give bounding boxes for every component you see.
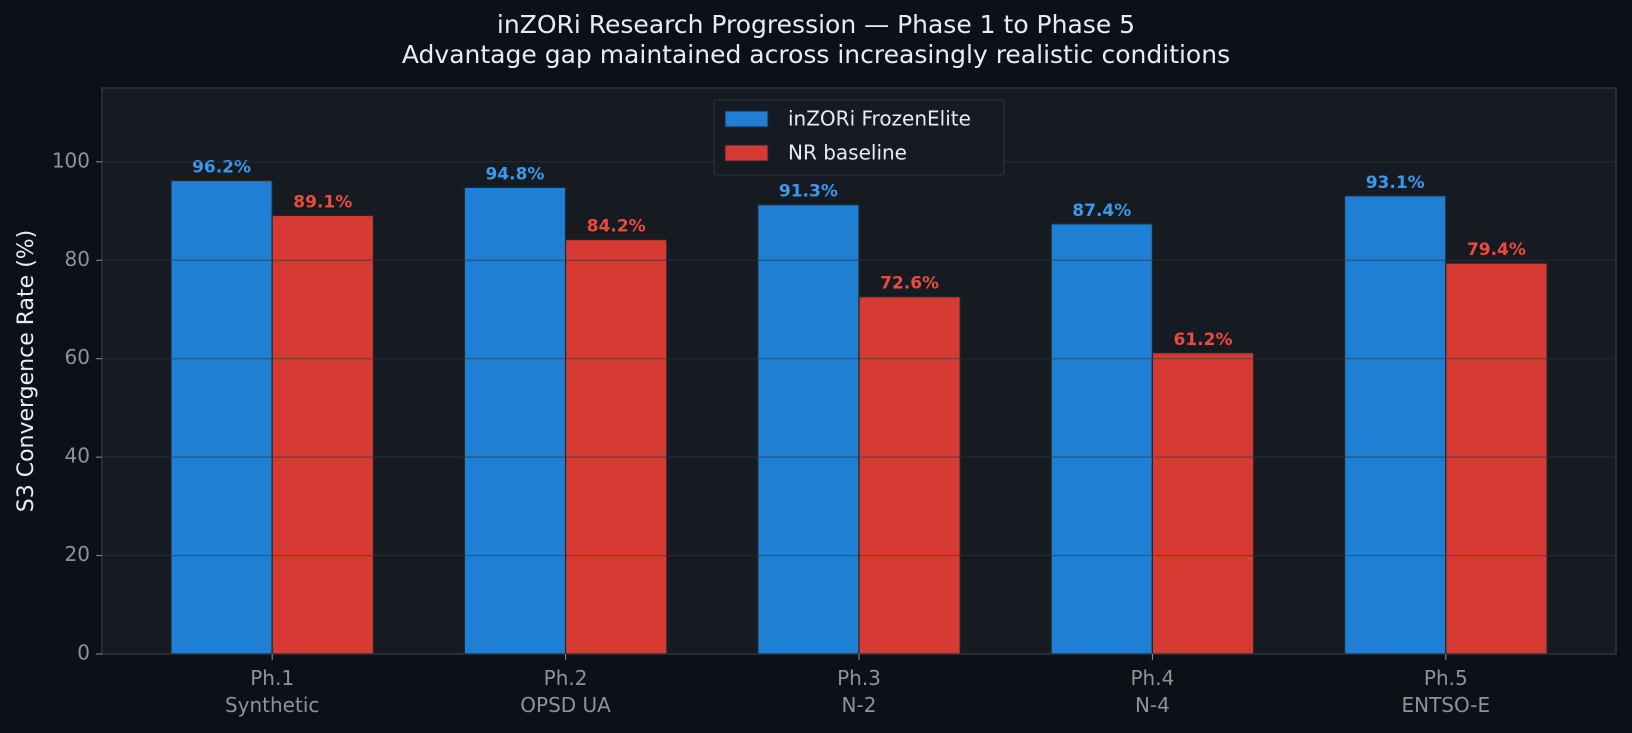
legend-swatch — [724, 110, 769, 128]
x-tick-label: Ph.1 Synthetic — [224, 666, 320, 717]
bar — [564, 238, 668, 655]
bar — [1445, 262, 1548, 655]
bar — [1343, 195, 1447, 655]
y-tick-label: 0 — [77, 641, 90, 665]
value-label: 72.6% — [880, 274, 939, 294]
legend-label: NR baseline — [788, 141, 907, 165]
value-label: 89.1% — [293, 192, 352, 212]
legend-swatch — [724, 144, 769, 162]
bar — [757, 204, 860, 655]
value-label: 94.8% — [485, 164, 544, 184]
y-tick-label: 40 — [65, 444, 90, 468]
chart-title: inZORi Research Progression — Phase 1 to… — [497, 10, 1135, 39]
y-axis-label: S3 Convergence Rate (%) — [14, 230, 39, 513]
x-tick-label: Ph.5 ENTSO-E — [1401, 666, 1491, 717]
y-tick-label: 80 — [65, 247, 90, 271]
legend — [713, 99, 1005, 176]
value-label: 91.3% — [779, 182, 838, 202]
bar — [1151, 352, 1255, 655]
value-label: 93.1% — [1366, 173, 1425, 193]
value-label: 84.2% — [587, 217, 646, 237]
chart-subtitle: Advantage gap maintained across increasi… — [402, 40, 1230, 69]
legend-label: inZORi FrozenElite — [788, 107, 971, 131]
value-label: 61.2% — [1174, 330, 1233, 350]
x-tick-label: Ph.4 N-4 — [1130, 666, 1175, 717]
bar — [1050, 223, 1154, 655]
bar — [463, 186, 567, 655]
x-tick-label: Ph.2 OPSD UA — [520, 666, 611, 717]
y-tick-label: 100 — [52, 148, 90, 172]
bar — [271, 214, 375, 655]
y-tick-label: 60 — [65, 345, 90, 369]
value-label: 79.4% — [1467, 240, 1526, 260]
value-label: 87.4% — [1072, 201, 1131, 221]
y-tick-label: 20 — [65, 542, 90, 566]
x-tick-label: Ph.3 N-2 — [837, 666, 881, 717]
bar — [170, 179, 273, 655]
value-label: 96.2% — [192, 158, 251, 178]
bar — [858, 296, 961, 655]
